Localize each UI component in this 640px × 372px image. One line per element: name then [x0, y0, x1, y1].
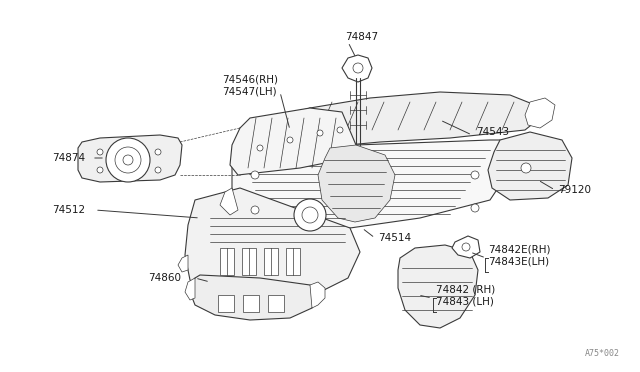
- Text: 74843 (LH): 74843 (LH): [436, 297, 494, 307]
- Circle shape: [257, 145, 263, 151]
- Circle shape: [97, 149, 103, 155]
- Circle shape: [287, 137, 293, 143]
- Polygon shape: [190, 275, 318, 320]
- Circle shape: [471, 204, 479, 212]
- Polygon shape: [178, 255, 188, 272]
- Circle shape: [317, 130, 323, 136]
- Circle shape: [302, 207, 318, 223]
- Circle shape: [251, 206, 259, 214]
- Polygon shape: [220, 188, 238, 215]
- Circle shape: [155, 167, 161, 173]
- Circle shape: [353, 63, 363, 73]
- Polygon shape: [185, 278, 195, 300]
- Polygon shape: [220, 248, 234, 275]
- Polygon shape: [230, 108, 356, 175]
- Circle shape: [337, 127, 343, 133]
- Text: 74860: 74860: [148, 273, 181, 283]
- Circle shape: [471, 171, 479, 179]
- Polygon shape: [268, 295, 284, 312]
- Circle shape: [115, 147, 141, 173]
- Circle shape: [123, 155, 133, 165]
- Circle shape: [97, 167, 103, 173]
- Polygon shape: [264, 248, 278, 275]
- Polygon shape: [185, 188, 360, 298]
- Polygon shape: [286, 248, 300, 275]
- Polygon shape: [525, 98, 555, 128]
- Text: 74546(RH): 74546(RH): [222, 75, 278, 85]
- Circle shape: [155, 149, 161, 155]
- Text: A75*002: A75*002: [585, 349, 620, 358]
- Polygon shape: [218, 295, 234, 312]
- Polygon shape: [488, 132, 572, 200]
- Polygon shape: [342, 55, 372, 82]
- Text: 74843E(LH): 74843E(LH): [488, 257, 549, 267]
- Polygon shape: [310, 282, 325, 308]
- Text: 74547(LH): 74547(LH): [222, 87, 276, 97]
- Text: 74543: 74543: [476, 127, 509, 137]
- Polygon shape: [78, 135, 182, 182]
- Text: 74847: 74847: [345, 32, 378, 42]
- Circle shape: [294, 199, 326, 231]
- Polygon shape: [243, 295, 259, 312]
- Polygon shape: [452, 236, 480, 258]
- Polygon shape: [305, 92, 540, 148]
- Circle shape: [462, 243, 470, 251]
- Circle shape: [251, 171, 259, 179]
- Polygon shape: [242, 248, 256, 275]
- Text: 74874: 74874: [52, 153, 85, 163]
- Circle shape: [521, 163, 531, 173]
- Text: 74512: 74512: [52, 205, 85, 215]
- Text: 74514: 74514: [378, 233, 411, 243]
- Text: 79120: 79120: [558, 185, 591, 195]
- Polygon shape: [232, 108, 510, 228]
- Text: 74842 (RH): 74842 (RH): [436, 285, 495, 295]
- Text: 74842E(RH): 74842E(RH): [488, 245, 550, 255]
- Polygon shape: [318, 145, 395, 222]
- Circle shape: [106, 138, 150, 182]
- Polygon shape: [398, 245, 478, 328]
